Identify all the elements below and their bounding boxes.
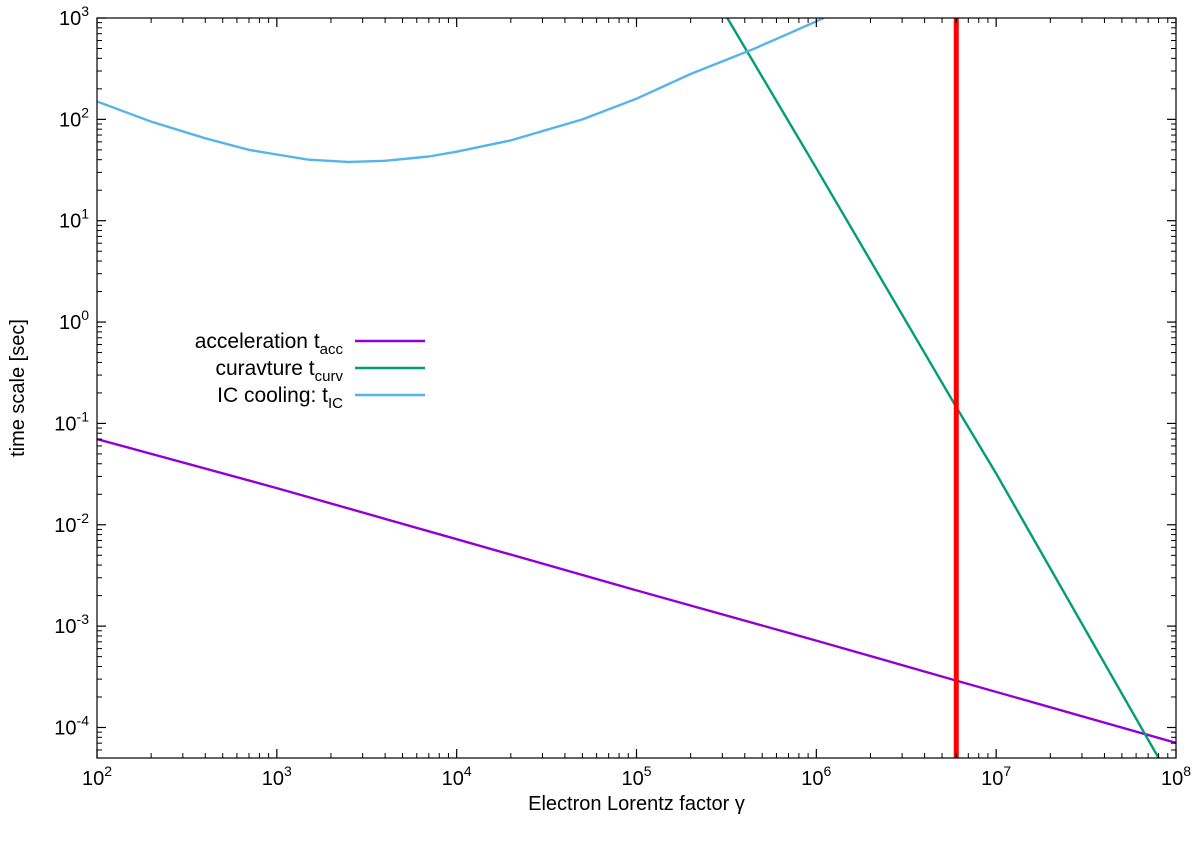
x-tick-label: 105 <box>621 763 651 790</box>
y-tick-label: 10-1 <box>54 408 89 435</box>
x-axis-title: Electron Lorentz factor γ <box>528 793 745 815</box>
y-tick-label: 102 <box>59 104 89 131</box>
x-tick-label: 108 <box>1161 763 1191 790</box>
y-tick-label: 10-3 <box>54 611 89 638</box>
series-line-2 <box>97 18 825 164</box>
y-tick-label: 10-4 <box>54 712 89 739</box>
y-tick-label: 100 <box>59 307 89 334</box>
series-line-1 <box>726 18 1160 758</box>
x-tick-label: 103 <box>262 763 292 790</box>
series-line-0 <box>97 437 1176 745</box>
x-tick-label: 102 <box>82 763 112 790</box>
x-tick-label: 104 <box>442 763 472 790</box>
y-tick-label: 101 <box>59 206 89 233</box>
legend-label: IC cooling: tIC <box>217 384 343 412</box>
x-axis-ticks: 102 103 104 105 106 107 108 <box>82 18 1191 790</box>
plot-marks <box>97 18 1176 758</box>
y-tick-label: 10-2 <box>54 510 89 537</box>
x-tick-label: 106 <box>801 763 831 790</box>
y-axis-ticks: 10-4 10-3 10-2 10-1 100 101 102 103 <box>54 3 1176 759</box>
x-tick-label: 107 <box>981 763 1011 790</box>
legend-label: acceleration tacc <box>195 330 344 358</box>
y-axis-title: time scale [sec] <box>7 319 29 457</box>
y-tick-label: 103 <box>59 3 89 30</box>
legend-label: curavture tcurv <box>215 357 343 385</box>
